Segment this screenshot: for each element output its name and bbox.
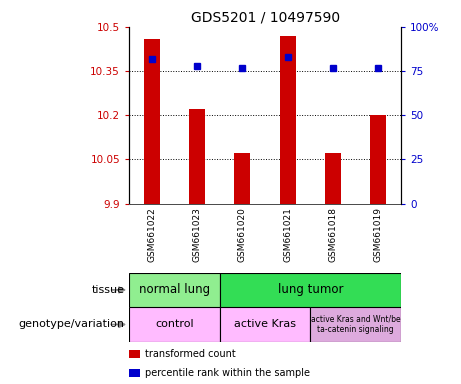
Text: GSM661021: GSM661021 [283,207,292,262]
Text: tissue: tissue [91,285,124,295]
Text: normal lung: normal lung [139,283,210,296]
Bar [310,307,401,342]
Title: GDS5201 / 10497590: GDS5201 / 10497590 [190,10,340,24]
Bar [144,39,160,204]
Bar [220,307,310,342]
Text: transformed count: transformed count [145,349,236,359]
Text: GSM661022: GSM661022 [147,207,156,262]
Text: GSM661019: GSM661019 [374,207,383,262]
Text: genotype/variation: genotype/variation [18,319,124,329]
Bar [235,154,250,204]
Bar [129,350,140,358]
Text: GSM661020: GSM661020 [238,207,247,262]
Text: active Kras and Wnt/be
ta-catenin signaling: active Kras and Wnt/be ta-catenin signal… [311,315,401,334]
Bar [371,115,386,204]
Bar [280,36,296,204]
Text: GSM661023: GSM661023 [193,207,201,262]
Bar [220,273,401,307]
Text: GSM661018: GSM661018 [329,207,337,262]
Text: active Kras: active Kras [234,319,296,329]
Bar [129,307,220,342]
Bar [129,273,220,307]
Text: control: control [155,319,194,329]
Bar [325,154,341,204]
Bar [189,109,205,204]
Bar [129,369,140,377]
Text: percentile rank within the sample: percentile rank within the sample [145,368,310,378]
Text: lung tumor: lung tumor [278,283,343,296]
